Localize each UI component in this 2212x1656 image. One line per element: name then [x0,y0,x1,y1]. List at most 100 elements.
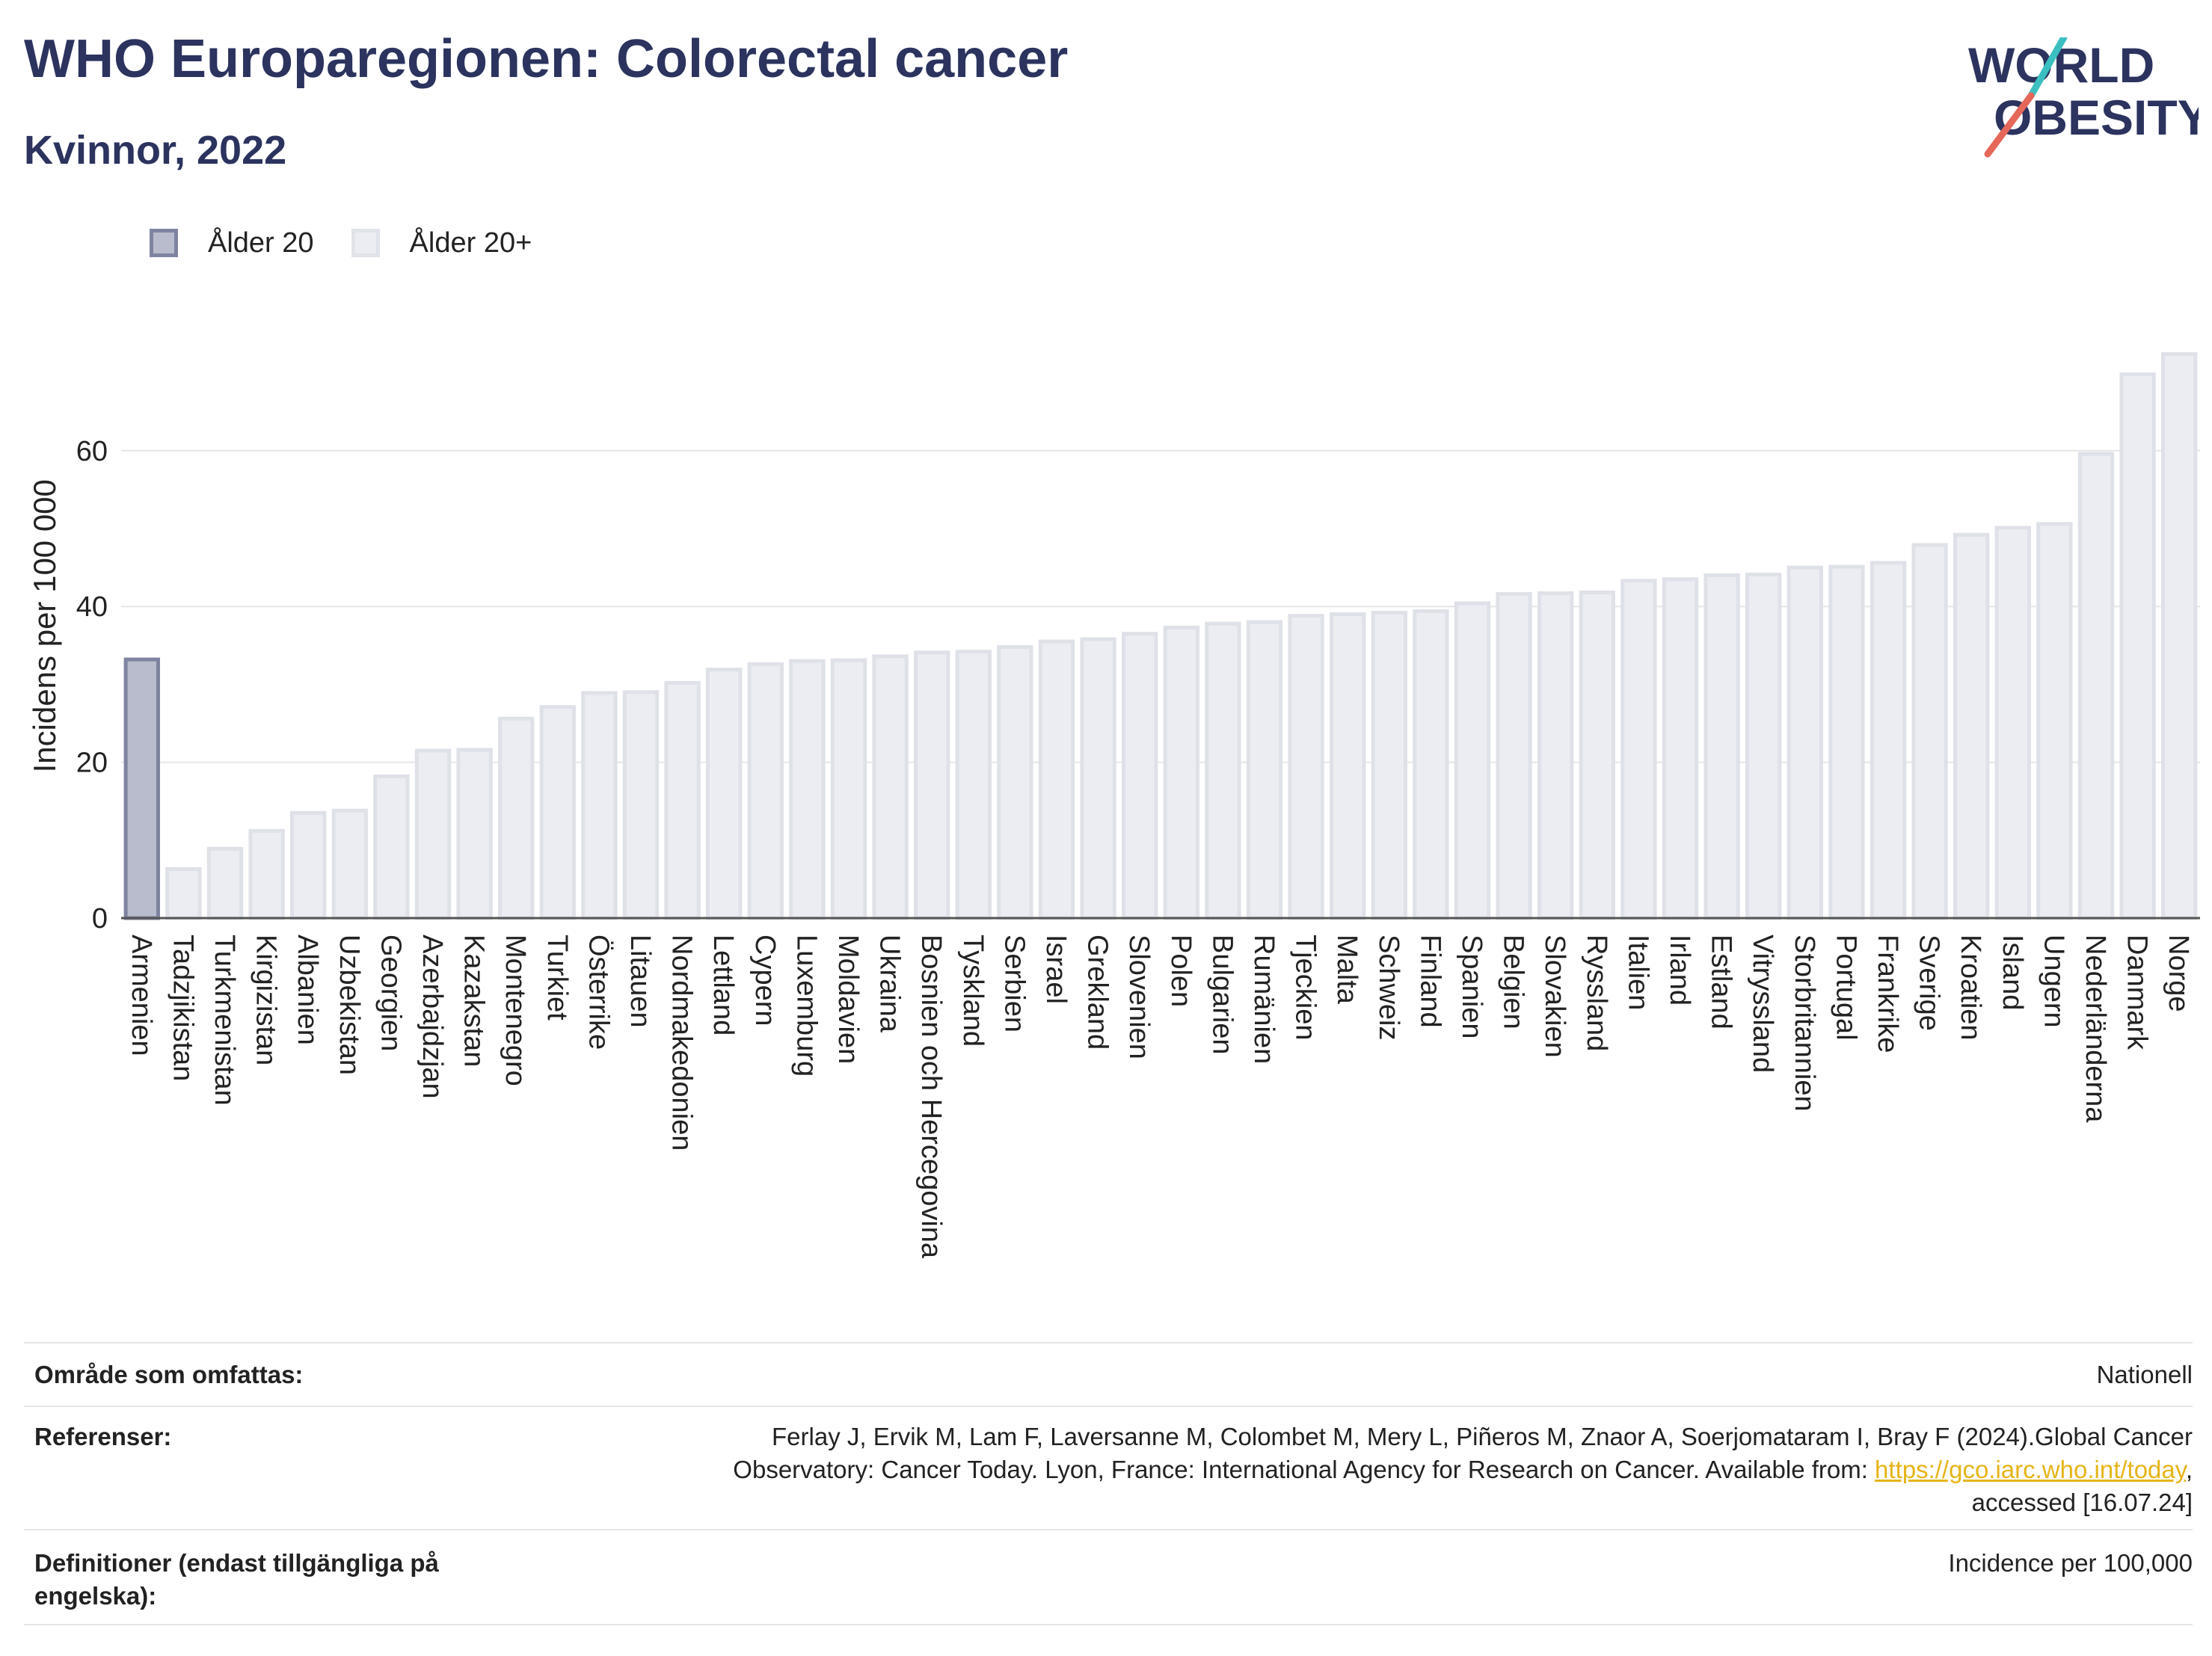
x-tick-label: Georgien [375,935,406,1051]
y-tick-label: 60 [76,436,108,467]
bar [1288,614,1324,920]
bar [123,657,160,920]
x-tick-label: Nordmakedonien [666,935,698,1151]
references-link[interactable]: https://gco.iarc.who.int/today [1875,1456,2186,1483]
x-tick-label: Vitryssland [1747,935,1778,1073]
x-tick-label: Norge [2163,935,2194,1012]
bar [456,748,493,920]
x-tick-label: Österrike [583,935,614,1050]
coverage-value: Nationell [2096,1361,2193,1388]
bar [581,691,618,920]
bar [1413,609,1449,920]
logo-line2: OBESITY [1994,90,2199,145]
x-tick-label: Luxemburg [790,935,822,1077]
bar [373,774,410,920]
bar [1246,620,1283,920]
x-tick-label: Serbien [998,935,1030,1032]
bar [1454,601,1491,920]
chart-legend: Ålder 20 Ålder 20+ [150,217,569,269]
x-tick-label: Montenegro [500,935,531,1086]
legend-item-alder-20-plus[interactable]: Ålder 20+ [351,227,532,259]
bar [1828,564,1865,920]
x-tick-label: Schweiz [1373,935,1404,1041]
world-obesity-logo: WORLD OBESITY [1968,37,2199,158]
x-tick-label: Rumänien [1248,935,1279,1064]
legend-label-alder-20: Ålder 20 [208,227,314,259]
x-tick-label: Spanien [1456,935,1487,1038]
bar [1994,526,2031,920]
x-tick-label: Kazakstan [458,935,490,1067]
bar [2161,352,2198,920]
x-tick-label: Finland [1414,935,1446,1028]
x-tick-label: Nederländerna [2080,935,2111,1123]
y-tick-label: 0 [92,903,108,935]
x-tick-label: Belgien [1498,935,1529,1029]
references-label: Referenser: [34,1423,172,1450]
references-value: Ferlay J, Ervik M, Lam F, Laversanne M, … [733,1420,2193,1519]
bar [2119,372,2156,920]
x-tick-label: Azerbajdzjan [417,935,448,1099]
x-tick-label: Uzbekistan [334,935,365,1075]
x-tick-label: Estland [1706,935,1737,1029]
x-tick-label: Slovenien [1123,935,1155,1059]
x-tick-label: Irland [1664,935,1695,1006]
bar [830,658,867,920]
y-tick-label: 40 [76,591,108,623]
bar [2077,452,2115,920]
x-tick-label: Armenien [126,935,157,1056]
bar [1620,579,1657,920]
legend-swatch-alder-20 [150,229,178,257]
x-tick-label: Lettland [707,935,739,1035]
x-tick-label: Tyskland [957,935,989,1047]
bar [1579,590,1615,920]
x-tick-label: Danmark [2122,935,2153,1050]
bar [1038,639,1075,920]
bar [1496,592,1532,920]
bar [747,662,784,920]
bar [664,680,701,920]
bar [206,846,244,920]
bar [2036,522,2073,920]
x-tick-label: Bosnien och Hercegovina [915,935,947,1259]
bar [539,705,576,920]
bar-chart: 0 20 40 60 Incidens per 100 000 Armenien Tadzj… [27,352,2200,1259]
x-tick-label: Tadzjikistan [167,935,198,1081]
bar [331,808,368,920]
x-tick-label: Frankrike [1872,935,1903,1053]
x-tick-label: Israel [1040,935,1072,1004]
bar [914,650,950,920]
bar [789,659,826,920]
legend-swatch-alder-20-plus [351,229,380,257]
bar [955,650,992,920]
coverage-label: Område som omfattas: [34,1361,304,1388]
x-tick-label: Storbritannien [1789,935,1820,1112]
x-tick-label: Turkmenistan [209,935,240,1106]
references-line-1: Ferlay J, Ervik M, Lam F, Laversanne M, … [772,1423,2193,1450]
bar [1745,572,1782,920]
references-line-2: Observatory: Cancer Today. Lyon, France:… [733,1453,2193,1486]
bar [1703,573,1740,920]
bar [1953,532,1990,920]
bar [1870,561,1907,920]
chart-subtitle: Kvinnor, 2022 [24,128,287,173]
x-tick-label: Litauen [624,935,656,1028]
x-tick-label: Kroatien [1955,935,1986,1041]
bar [1787,565,1823,920]
legend-label-alder-20-plus: Ålder 20+ [409,227,532,259]
definitions-label: Definitioner (endast tillgängliga på eng… [34,1547,439,1613]
bar [1537,591,1574,920]
definitions-value: Incidence per 100,000 [1948,1549,2193,1577]
x-tick-label: Ungern [2038,935,2069,1028]
legend-item-alder-20[interactable]: Ålder 20 [150,227,314,259]
x-tick-label: Ryssland [1581,935,1612,1051]
bar [414,748,452,920]
bar [1205,621,1241,920]
y-axis-title: Incidens per 100 000 [27,479,62,772]
definitions-label-line-2: engelska): [34,1582,157,1610]
references-line-2-end: , [2185,1456,2193,1483]
definitions-label-line-1: Definitioner (endast tillgängliga på [34,1549,439,1577]
bar [1163,625,1199,920]
chart-title: WHO Europaregionen: Colorectal cancer [24,29,1069,89]
x-tick-label: Tjeckien [1290,935,1321,1041]
y-tick-label: 20 [76,748,108,779]
